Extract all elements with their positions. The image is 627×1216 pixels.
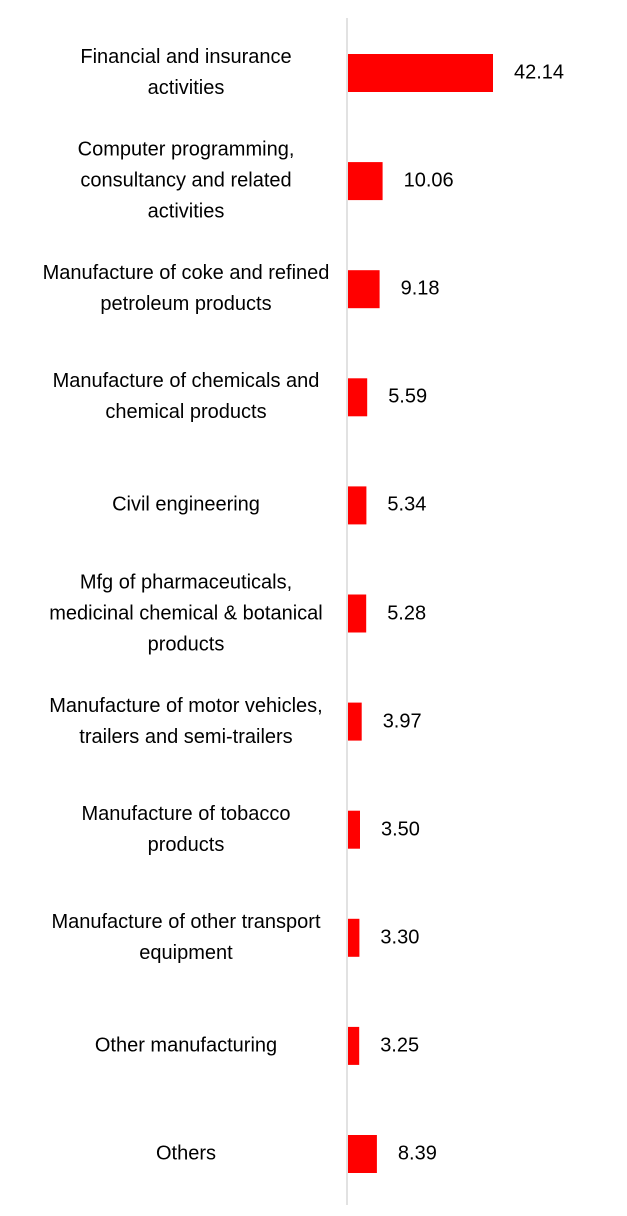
data-label: 5.28 [387, 602, 427, 624]
category-label: Manufacture of other transport equipment [51, 910, 321, 964]
bar [348, 1026, 360, 1065]
bar [348, 378, 368, 417]
category-label: Manufacture of chemicals and chemical pr… [52, 370, 320, 424]
bar [348, 486, 367, 525]
data-label: 3.97 [382, 710, 422, 733]
data-label: 5.34 [387, 493, 427, 516]
category-label: Manufacture of motor vehicles, trailers … [49, 694, 323, 748]
data-label: 5.59 [388, 385, 428, 408]
bar [348, 1135, 377, 1173]
category-label: Computer programming, consultancy and re… [77, 138, 295, 223]
category-label: Others [155, 1142, 217, 1165]
category-label: Financial and insurance activities [80, 46, 292, 99]
data-label: 10.06 [403, 169, 454, 192]
category-label: Mfg of pharmaceuticals, medicinal chemic… [49, 571, 323, 655]
data-label: 42.14 [514, 61, 565, 84]
bar [348, 918, 360, 957]
bar [348, 594, 367, 633]
bar [348, 702, 362, 741]
bar [348, 162, 383, 201]
category-label: Manufacture of tobacco products [81, 802, 291, 856]
data-label: 3.50 [381, 818, 420, 841]
bar [348, 54, 493, 92]
category-label: Civil engineering [112, 493, 260, 516]
category-label: Other manufacturing [94, 1034, 278, 1057]
data-label: 3.25 [380, 1034, 420, 1057]
category-label: Manufacture of coke and refined petroleu… [42, 262, 330, 316]
data-label: 8.39 [397, 1142, 437, 1165]
data-label: 9.18 [400, 277, 440, 300]
data-label: 3.30 [380, 926, 420, 949]
bar [348, 270, 380, 309]
bar [348, 810, 360, 849]
